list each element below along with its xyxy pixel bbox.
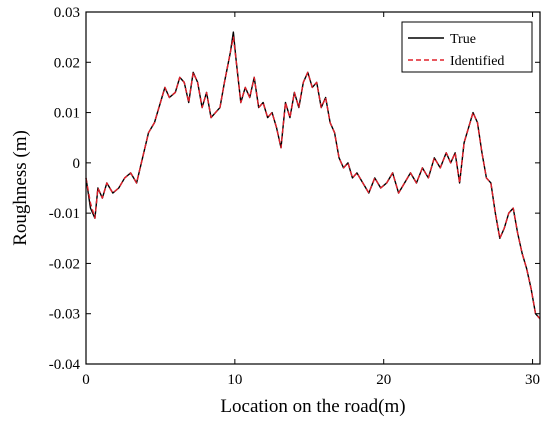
legend-box xyxy=(401,21,533,73)
y-tick-label: -0.02 xyxy=(49,256,80,272)
ticks-layer: 0 10 20 30 0.03 0.02 0.01 0 -0.01 -0.02 -0.03 -0.04 xyxy=(49,5,540,388)
y-tick-label: -0.03 xyxy=(49,307,80,323)
x-axis-label: Location on the road(m) xyxy=(220,396,405,417)
y-tick-label: -0.01 xyxy=(49,206,80,222)
series-line-identified xyxy=(85,36,541,320)
y-tick-label: 0.03 xyxy=(54,5,80,21)
y-tick-label: 0 xyxy=(73,156,81,172)
legend: True Identified xyxy=(401,21,533,73)
x-tick-label: 30 xyxy=(525,372,540,388)
x-tick-label: 20 xyxy=(376,372,391,388)
x-tick-label: 0 xyxy=(82,372,90,388)
legend-label-identified: Identified xyxy=(450,54,504,69)
y-tick-label: -0.04 xyxy=(49,357,81,373)
series-layer xyxy=(85,31,541,320)
x-tick-label: 10 xyxy=(227,372,242,388)
y-tick-label: 0.01 xyxy=(54,106,80,122)
axes-box xyxy=(85,11,541,365)
series-line-true xyxy=(85,31,541,320)
y-tick-label: 0.02 xyxy=(54,55,80,71)
y-axis-label: Roughness (m) xyxy=(10,130,31,246)
legend-label-true: True xyxy=(450,32,476,47)
